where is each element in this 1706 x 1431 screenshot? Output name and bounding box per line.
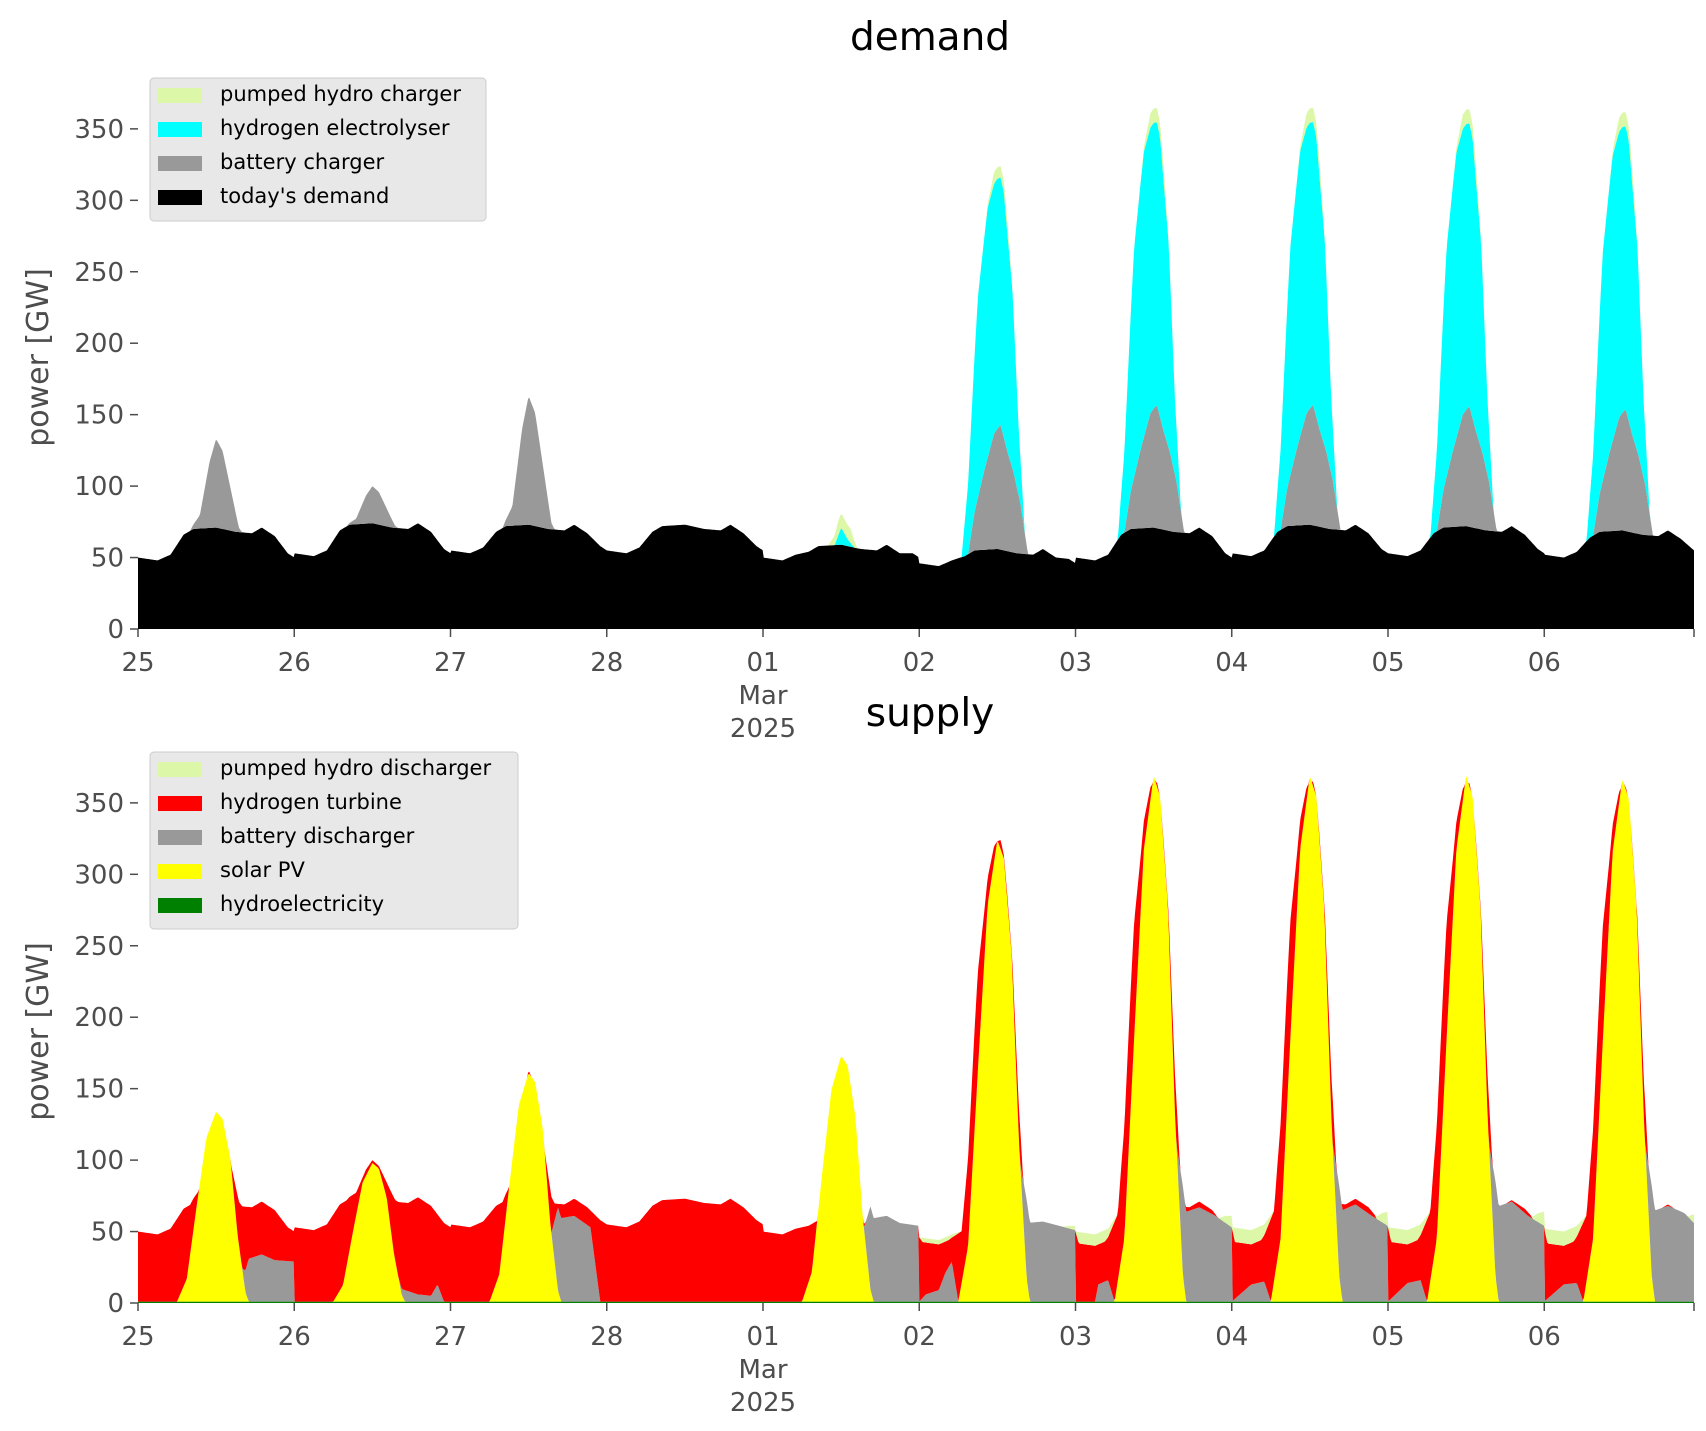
legend: pumped hydro charger hydrogen electrolyse… — [149, 77, 487, 222]
y-tick-label: 50 — [91, 544, 124, 574]
legend-swatch — [158, 864, 202, 879]
legend-box — [149, 751, 519, 930]
legend-swatch — [158, 898, 202, 913]
y-tick-label: 100 — [74, 1146, 124, 1176]
legend-swatch — [158, 88, 202, 103]
y-tick-label: 300 — [74, 186, 124, 216]
x-tick-label: 01 — [746, 1322, 779, 1352]
chart-title: demand — [850, 15, 1010, 60]
solar-pv-area — [138, 775, 1694, 1302]
x-tick-label: 26 — [278, 648, 311, 678]
legend-label: pumped hydro discharger — [220, 756, 491, 780]
x-tick-label: 26 — [278, 1322, 311, 1352]
x-tick-label: 25 — [121, 1322, 154, 1352]
y-tick-label: 350 — [74, 115, 124, 145]
legend-label: hydrogen electrolyser — [220, 116, 450, 140]
y-tick-label: 250 — [74, 258, 124, 288]
legend-label: pumped hydro charger — [220, 82, 461, 106]
legend-box — [149, 77, 487, 222]
y-tick-label: 250 — [74, 932, 124, 962]
hydroelectricity-area — [138, 1301, 1694, 1303]
legend-swatch — [158, 830, 202, 845]
y-axis-label: power [GW] — [21, 268, 56, 447]
x-tick-year: 2025 — [730, 714, 796, 744]
hydrogen-turbine-area — [138, 775, 1694, 1302]
x-tick-label: 05 — [1371, 1322, 1404, 1352]
y-tick-label: 200 — [74, 329, 124, 359]
legend-label: hydrogen turbine — [220, 790, 402, 814]
y-tick-label: 0 — [107, 1289, 124, 1319]
hydrogen-electrolyser-area — [138, 121, 1694, 567]
x-tick-label: 27 — [434, 648, 467, 678]
battery-charger-area — [138, 397, 1694, 567]
legend-label: today's demand — [220, 184, 389, 208]
legend-swatch — [158, 156, 202, 171]
y-tick-label: 0 — [107, 615, 124, 645]
x-tick-year: 2025 — [730, 1388, 796, 1418]
legend-label: battery charger — [220, 150, 385, 174]
y-tick-label: 350 — [74, 789, 124, 819]
x-tick-label: 25 — [121, 648, 154, 678]
x-tick-label: 02 — [903, 1322, 936, 1352]
x-tick-label: 28 — [590, 648, 623, 678]
x-tick-label: 28 — [590, 1322, 623, 1352]
x-tick-label: 06 — [1528, 1322, 1561, 1352]
chart-title: supply — [866, 691, 994, 736]
x-tick-label: 02 — [903, 648, 936, 678]
legend-swatch — [158, 190, 202, 205]
legend: pumped hydro discharger hydrogen turbine b… — [149, 751, 519, 930]
x-tick-label: 04 — [1215, 1322, 1248, 1352]
battery-discharger-area — [138, 775, 1694, 1302]
x-tick-label: 06 — [1528, 648, 1561, 678]
x-tick-label: 27 — [434, 1322, 467, 1352]
x-tick-label: 03 — [1059, 1322, 1092, 1352]
legend-label: solar PV — [220, 858, 305, 882]
x-tick-label: 05 — [1371, 648, 1404, 678]
today-s-demand-area — [138, 523, 1694, 629]
legend-swatch — [158, 122, 202, 137]
legend-label: battery discharger — [220, 824, 415, 848]
y-tick-label: 300 — [74, 860, 124, 890]
x-tick-label: 03 — [1059, 648, 1092, 678]
x-tick-label: 01 — [746, 648, 779, 678]
legend-swatch — [158, 796, 202, 811]
y-tick-label: 50 — [91, 1218, 124, 1248]
legend-label: hydroelectricity — [220, 892, 384, 916]
x-tick-month: Mar — [738, 1355, 787, 1385]
x-tick-month: Mar — [738, 681, 787, 711]
y-tick-label: 150 — [74, 1075, 124, 1105]
y-tick-label: 200 — [74, 1003, 124, 1033]
y-tick-label: 150 — [74, 401, 124, 431]
y-tick-label: 100 — [74, 472, 124, 502]
legend-swatch — [158, 762, 202, 777]
x-tick-label: 04 — [1215, 648, 1248, 678]
y-axis-label: power [GW] — [21, 942, 56, 1121]
